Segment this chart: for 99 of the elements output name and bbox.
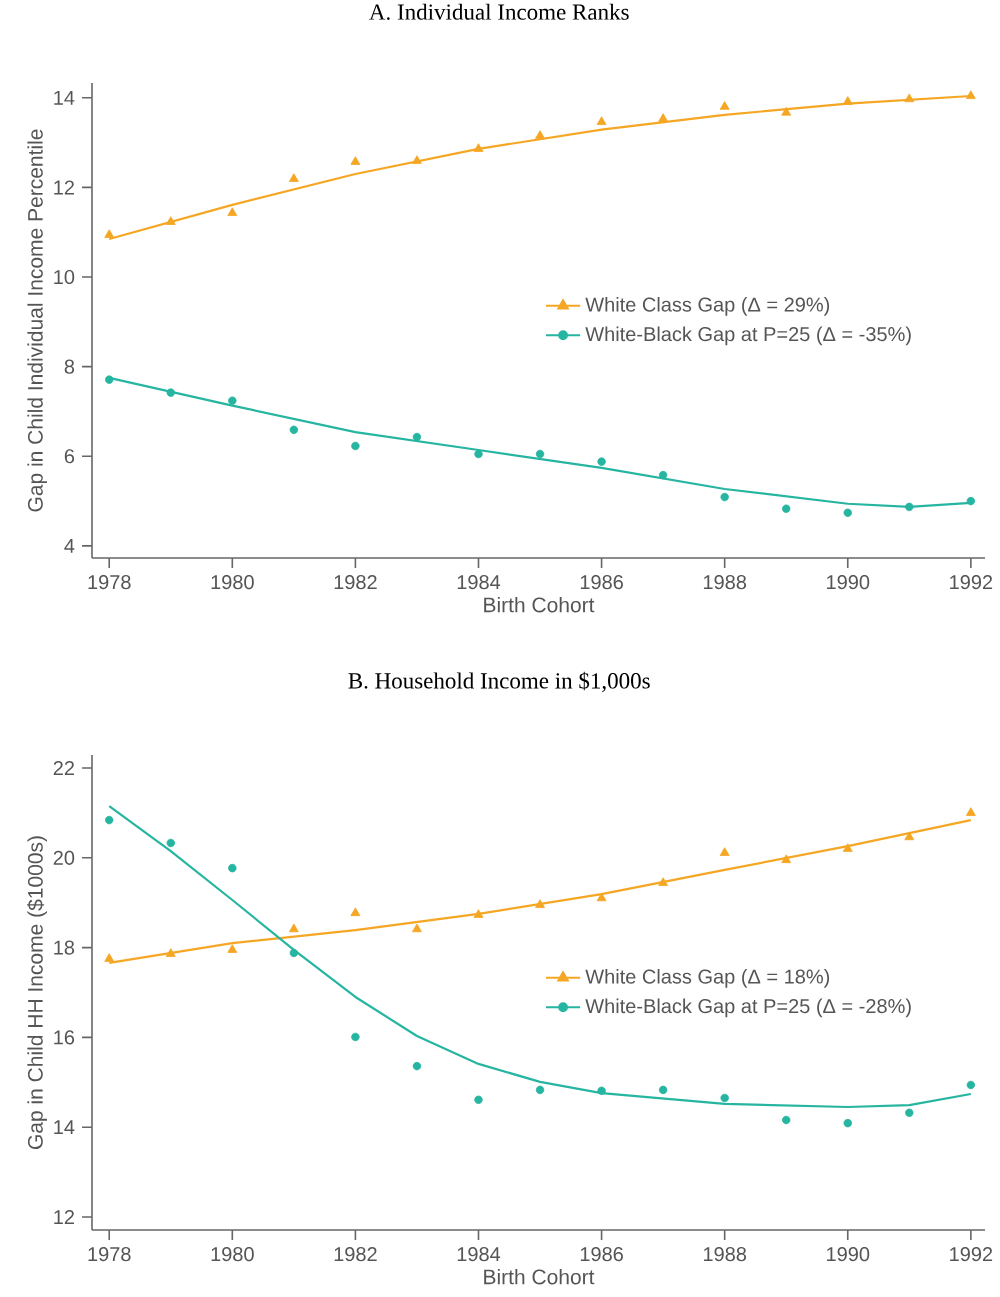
chart-title: A. Individual Income Ranks — [369, 3, 629, 20]
point — [105, 815, 114, 825]
point — [412, 155, 422, 164]
point — [904, 93, 915, 103]
point — [966, 1080, 976, 1090]
point — [350, 907, 361, 917]
point — [227, 207, 238, 216]
x-tick-label: 1980 — [211, 1247, 254, 1262]
point — [905, 502, 914, 512]
y-tick-label: 20 — [53, 850, 75, 865]
point — [351, 441, 360, 451]
x-tick-label: 1982 — [334, 575, 377, 590]
point — [720, 492, 729, 502]
y-tick-label: 8 — [64, 359, 75, 374]
point — [658, 1085, 668, 1095]
point — [166, 838, 175, 848]
point — [965, 807, 976, 816]
point — [596, 892, 607, 902]
point — [719, 101, 730, 110]
point — [781, 106, 792, 116]
legend-label: White-Black Gap at P=25 (Δ = -35%) — [585, 326, 911, 346]
x-tick-label: 1984 — [457, 1247, 501, 1262]
point — [843, 508, 852, 517]
point — [412, 923, 422, 933]
point — [781, 854, 792, 864]
x-tick-label: 1988 — [703, 1247, 747, 1262]
x-axis-title: Birth Cohort — [484, 596, 595, 613]
x-tick-label: 1986 — [580, 575, 623, 590]
legend-label: White Class Gap (Δ = 29%) — [585, 297, 830, 316]
point — [289, 948, 299, 958]
point — [966, 496, 976, 506]
x-tick-label: 1986 — [580, 1247, 623, 1262]
point — [473, 909, 484, 918]
x-tick-label: 1988 — [703, 575, 747, 590]
point — [905, 1108, 914, 1118]
point — [782, 1115, 791, 1125]
point — [474, 449, 483, 459]
y-tick-label: 4 — [64, 539, 75, 553]
point — [782, 504, 791, 513]
point — [720, 1093, 729, 1103]
point — [719, 847, 730, 856]
point — [289, 425, 299, 435]
point — [842, 843, 853, 852]
point — [165, 216, 176, 225]
point — [288, 173, 299, 182]
y-tick-label: 18 — [54, 940, 75, 955]
point — [104, 229, 115, 238]
x-tick-label: 1982 — [334, 1247, 377, 1262]
x-axis-title: Birth Cohort — [484, 1268, 595, 1285]
point — [105, 375, 114, 384]
y-tick-label: 22 — [53, 761, 74, 775]
y-tick-label: 10 — [54, 269, 75, 285]
point — [104, 953, 115, 962]
y-tick-label: 14 — [54, 90, 75, 105]
x-tick-label: 1978 — [88, 575, 131, 590]
y-axis-title: Gap in Child HH Income ($1000s) — [27, 836, 47, 1149]
y-tick-label: 12 — [54, 180, 74, 195]
point — [474, 1095, 483, 1104]
point — [166, 388, 175, 397]
point — [658, 877, 669, 886]
legend-label: White-Black Gap at P=25 (Δ = -28%) — [585, 998, 911, 1018]
point — [351, 1032, 360, 1042]
x-tick-label: 1992 — [950, 575, 993, 590]
point — [227, 944, 238, 953]
x-tick-label: 1992 — [950, 1247, 993, 1262]
point — [350, 156, 361, 165]
line-series — [108, 805, 972, 1109]
point — [842, 96, 853, 105]
point — [535, 1085, 545, 1095]
point — [412, 432, 422, 442]
point — [596, 116, 607, 125]
y-tick-label: 16 — [54, 1030, 75, 1045]
x-tick-label: 1984 — [457, 575, 501, 590]
point — [904, 831, 915, 841]
y-tick-label: 14 — [54, 1120, 75, 1135]
point — [165, 948, 176, 957]
x-tick-label: 1978 — [88, 1247, 131, 1262]
point — [597, 457, 606, 466]
chart-title: B. Household Income in $1,000s — [348, 671, 650, 692]
point — [228, 396, 237, 405]
point — [965, 90, 976, 99]
point — [412, 1061, 422, 1071]
point — [473, 143, 484, 152]
point — [535, 449, 545, 459]
point — [535, 130, 545, 139]
point — [843, 1118, 852, 1128]
legend-label: White Class Gap (Δ = 18%) — [585, 969, 830, 988]
point — [228, 863, 237, 873]
point — [288, 923, 299, 933]
x-tick-label: 1990 — [827, 575, 870, 590]
point — [535, 899, 545, 908]
y-tick-label: 6 — [64, 449, 75, 464]
point — [658, 470, 668, 480]
point — [597, 1086, 606, 1096]
y-axis-title: Gap in Child Individual Income Percentile — [27, 129, 47, 512]
y-tick-label: 12 — [54, 1210, 74, 1224]
point — [658, 113, 669, 122]
x-tick-label: 1990 — [827, 1247, 870, 1262]
x-tick-label: 1980 — [211, 575, 254, 590]
